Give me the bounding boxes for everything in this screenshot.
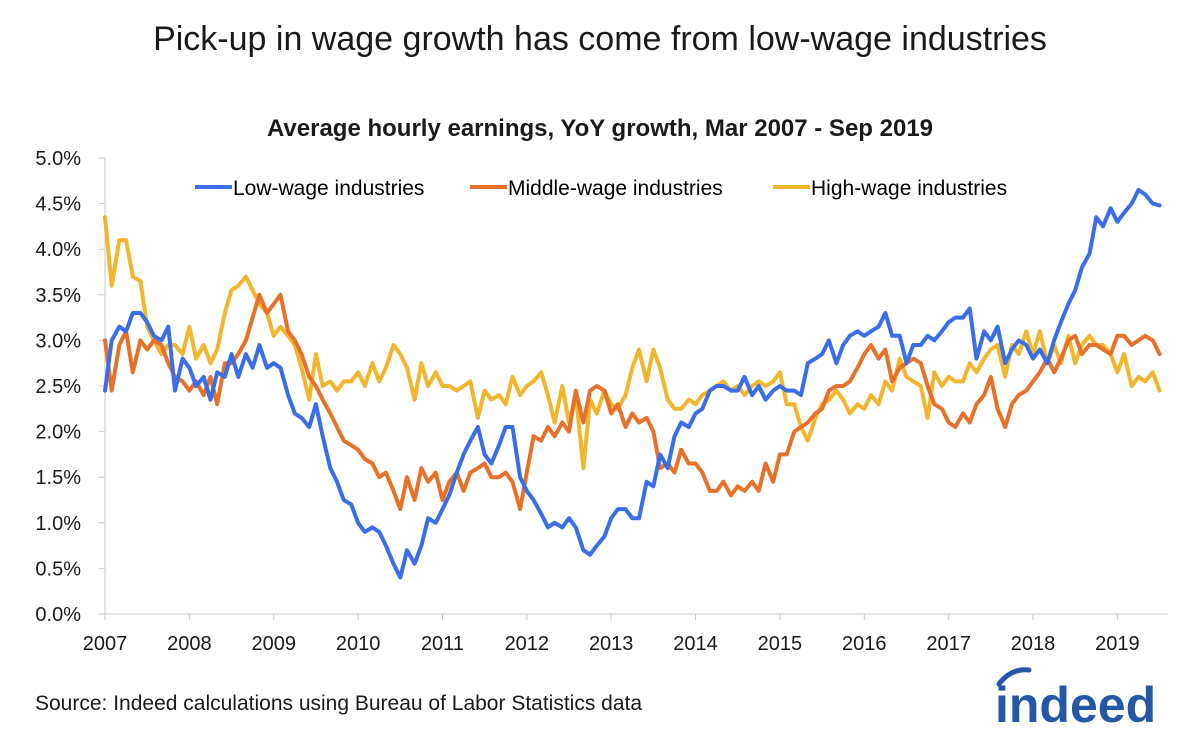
x-tick-label: 2016 (842, 633, 887, 655)
legend-item-middle-wage: Middle-wage industries (470, 177, 723, 200)
legend-label-low-wage: Low-wage industries (233, 177, 424, 200)
x-tick-label: 2013 (589, 633, 634, 655)
legend: Low-wage industries Middle-wage industri… (195, 177, 1007, 200)
y-tick-label: 4.5% (35, 194, 81, 216)
x-tick-label: 2009 (251, 633, 296, 655)
x-tick-label: 2007 (83, 633, 128, 655)
y-axis: 0.0% 0.5% 1.0% 1.5% 2.0% 2.5% 3.0% 3.5% 4.0% 4.5%… (35, 148, 106, 626)
y-tick-label: 1.5% (35, 467, 81, 489)
x-tick-label: 2019 (1095, 633, 1140, 655)
legend-item-low-wage: Low-wage industries (195, 177, 424, 200)
indeed-logo: indeed (995, 667, 1156, 733)
x-tick-label: 2017 (926, 633, 971, 655)
series-line-high-wage (103, 215, 1162, 471)
source-note: Source: Indeed calculations using Bureau… (35, 692, 643, 715)
y-tick-label: 5.0% (35, 148, 81, 170)
chart-title: Pick-up in wage growth has come from low… (153, 20, 1047, 58)
y-tick-label: 2.0% (35, 422, 81, 444)
x-tick-label: 2012 (505, 633, 550, 655)
y-tick-label: 4.0% (35, 239, 81, 261)
y-tick-label: 3.0% (35, 330, 81, 352)
x-tick-label: 2015 (758, 633, 803, 655)
legend-item-high-wage: High-wage industries (773, 177, 1007, 200)
y-tick-label: 3.5% (35, 285, 81, 307)
series-line-middle-wage (103, 292, 1162, 512)
x-tick-label: 2018 (1011, 633, 1056, 655)
x-tick-label: 2010 (336, 633, 381, 655)
x-tick-label: 2008 (167, 633, 212, 655)
y-tick-label: 1.0% (35, 513, 81, 535)
series-layer (103, 187, 1162, 580)
y-tick-label: 2.5% (35, 376, 81, 398)
logo-arc-icon (996, 667, 1032, 687)
series-line-low-wage (103, 187, 1162, 580)
logo-text: indeed (995, 677, 1156, 733)
x-tick-label: 2014 (673, 633, 718, 655)
legend-label-high-wage: High-wage industries (811, 177, 1007, 200)
x-tick-label: 2011 (421, 633, 464, 655)
x-axis: 2007 2008 2009 2010 2011 2012 2013 2014 2015 2016… (83, 613, 1168, 655)
legend-label-middle-wage: Middle-wage industries (508, 177, 723, 200)
y-tick-label: 0.0% (35, 604, 81, 626)
chart-subtitle: Average hourly earnings, YoY growth, Mar… (266, 115, 934, 142)
y-tick-label: 0.5% (35, 558, 81, 580)
